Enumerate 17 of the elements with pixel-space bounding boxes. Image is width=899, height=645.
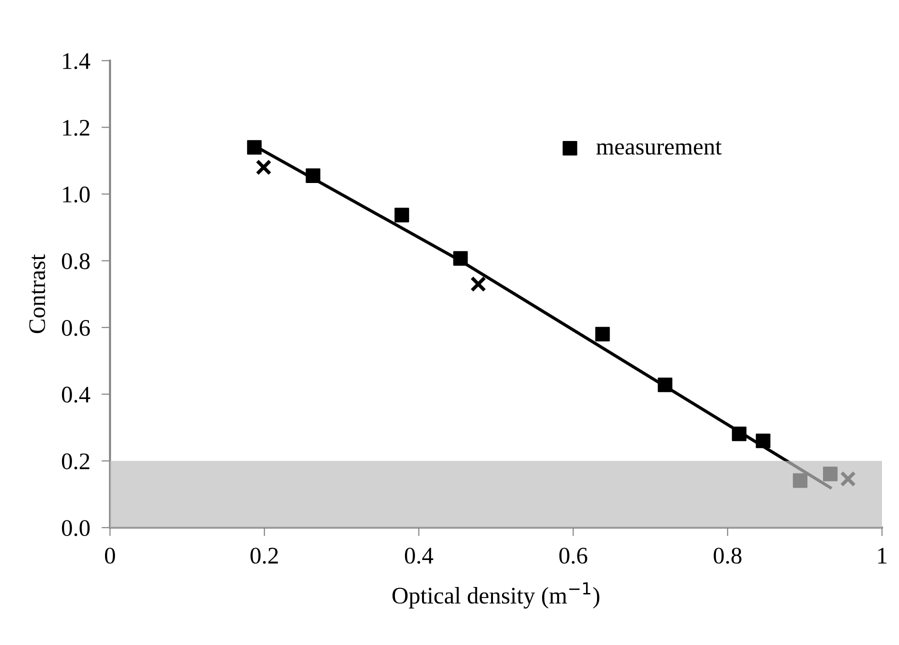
y-tick-label: 1.0 (63, 186, 90, 203)
x-axis-title: Optical density (m$^{−1}$) (392, 582, 600, 609)
y-axis-title: Contrast (29, 254, 46, 334)
x-tick-label: 1 (878, 548, 886, 564)
y-tick-label: 0.4 (62, 386, 90, 403)
x-tick-label: 0.4 (404, 548, 434, 564)
y-tick-label: 0.0 (62, 520, 90, 536)
x-tick-label: 0 (104, 548, 116, 564)
x-tick-label: 0.2 (250, 548, 278, 564)
y-tick-label: 0.2 (62, 453, 90, 470)
y-tick-label: 1.2 (63, 120, 90, 136)
y-tick-label: 1.4 (63, 53, 90, 70)
y-tick-label: 0.6 (62, 320, 90, 336)
y-tick-label: 0.8 (62, 253, 90, 270)
legend-label: measurement (596, 141, 722, 155)
x-tick-label: 0.6 (559, 548, 588, 564)
x-tick-label: 0.8 (714, 548, 742, 564)
